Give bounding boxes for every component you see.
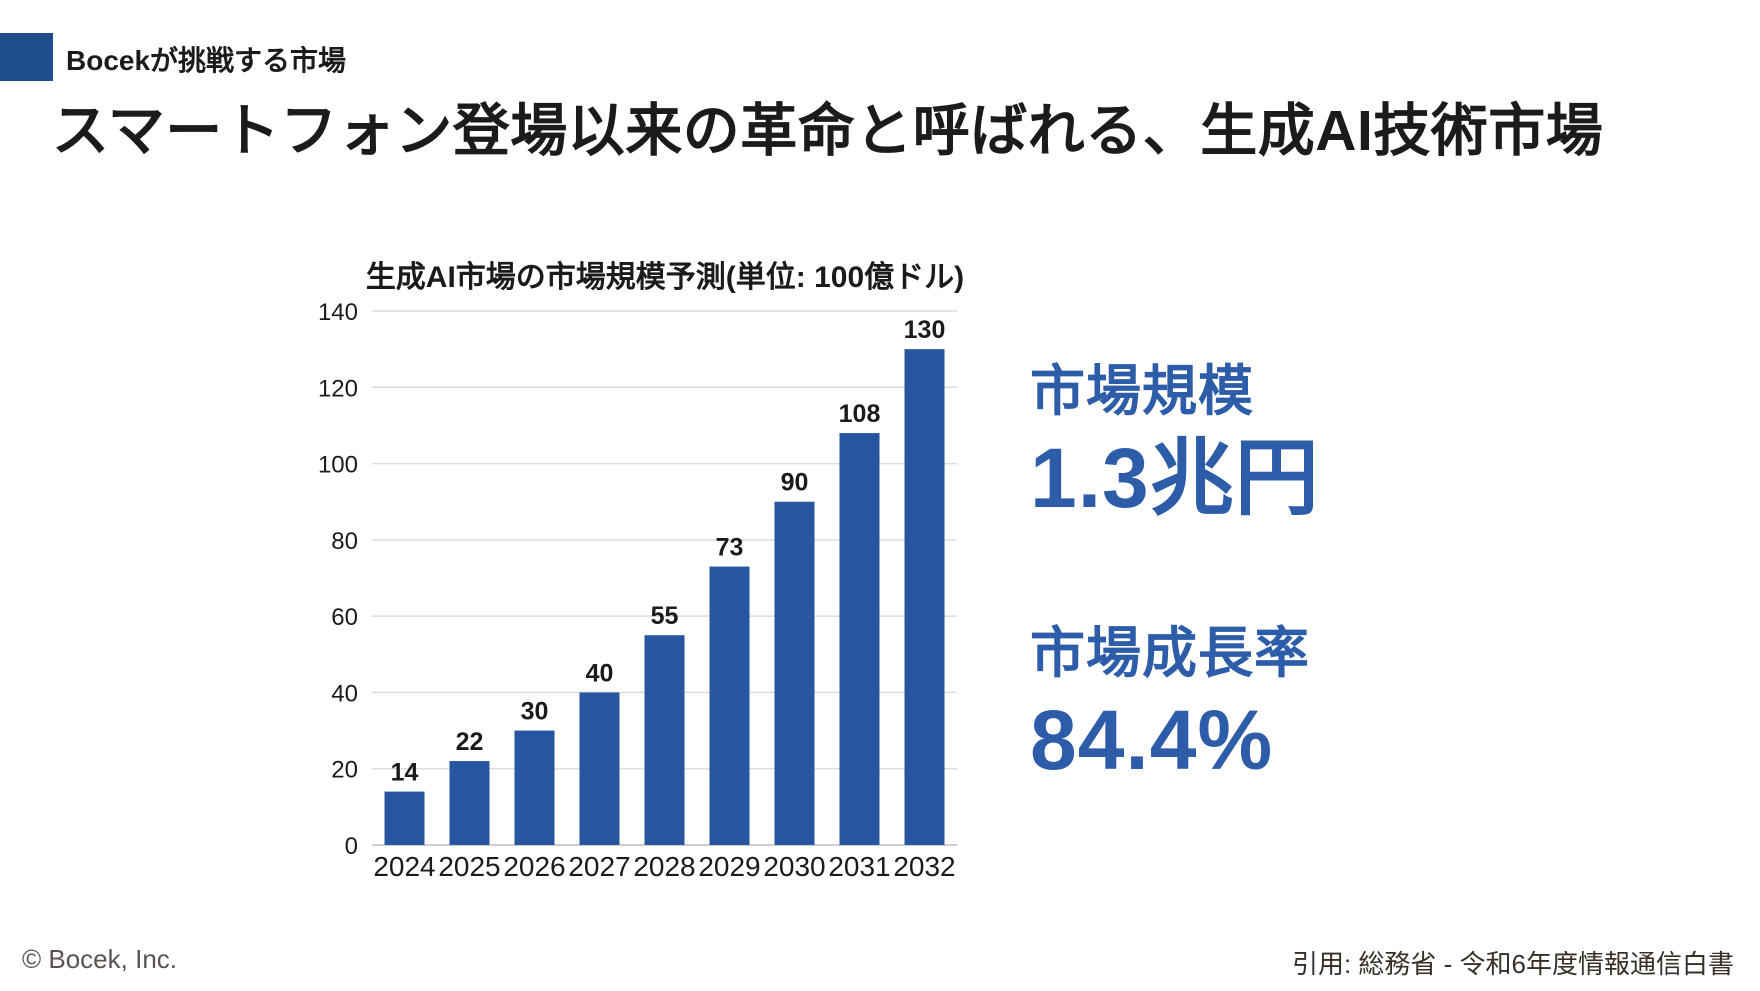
x-tick-2028: 2028 [633, 851, 695, 882]
footer-copyright: © Bocek, Inc. [22, 944, 177, 974]
x-tick-2025: 2025 [438, 851, 500, 882]
stat-growth-rate: 市場成長率 84.4% [1030, 620, 1310, 789]
bar-2032 [904, 349, 945, 845]
x-tick-2030: 2030 [763, 851, 825, 882]
bar-label-2030: 90 [781, 469, 809, 497]
bar-2025 [449, 761, 490, 845]
bar-label-2031: 108 [839, 400, 881, 428]
stat-market-size: 市場規模 1.3兆円 [1030, 358, 1320, 527]
x-tick-2031: 2031 [828, 851, 890, 882]
bar-label-2027: 40 [586, 659, 614, 687]
bar-2028 [644, 635, 685, 845]
y-tick-40: 40 [331, 680, 358, 707]
x-tick-2029: 2029 [698, 851, 760, 882]
bar-label-2028: 55 [651, 602, 679, 630]
y-tick-0: 0 [345, 833, 358, 860]
bar-chart: 0 20 40 60 80 100 120 140 14 2024 22 2025 30 2026 40 20… [318, 299, 957, 882]
y-tick-60: 60 [331, 604, 358, 631]
y-tick-100: 100 [318, 452, 358, 479]
bar-label-2024: 14 [391, 759, 419, 787]
slide-title: スマートフォン登場以来の革命と呼ばれる、生成AI技術市場 [52, 99, 1604, 163]
bar-label-2025: 22 [456, 728, 484, 756]
bar-2029 [709, 566, 750, 845]
x-tick-2026: 2026 [503, 851, 565, 882]
x-tick-2024: 2024 [373, 851, 435, 882]
bar-2024 [384, 791, 425, 845]
y-tick-20: 20 [331, 757, 358, 784]
bar-2030 [774, 501, 815, 845]
stat-market-size-label: 市場規模 [1030, 360, 1255, 422]
y-tick-80: 80 [331, 528, 358, 555]
accent-square [0, 33, 53, 81]
bar-2027 [579, 692, 620, 845]
stat-growth-rate-value: 84.4% [1030, 693, 1274, 787]
x-tick-2027: 2027 [568, 851, 630, 882]
footer-citation: 引用: 総務省 - 令和6年度情報通信白書 [1291, 949, 1734, 979]
chart-title: 生成AI市場の市場規模予測(単位: 100億ドル) [365, 261, 965, 294]
kicker-label: Bocekが挑戦する市場 [66, 45, 347, 76]
y-tick-140: 140 [318, 299, 358, 326]
stat-market-size-value: 1.3兆円 [1030, 431, 1320, 525]
y-tick-120: 120 [318, 375, 358, 402]
x-tick-2032: 2032 [893, 851, 955, 882]
bar-label-2032: 130 [904, 316, 946, 344]
bar-2031 [839, 433, 880, 845]
stat-growth-rate-label: 市場成長率 [1030, 622, 1311, 684]
bar-label-2029: 73 [716, 534, 744, 562]
bar-label-2026: 30 [521, 698, 549, 726]
bar-2026 [514, 730, 555, 845]
